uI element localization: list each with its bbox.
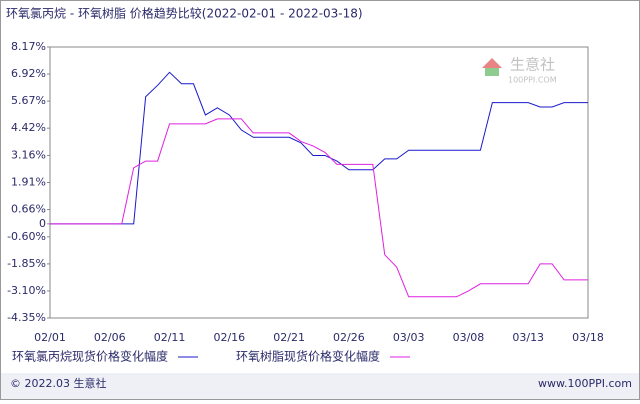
- x-tick-label: 03/08: [453, 331, 485, 344]
- y-tick-label: 8.17%: [11, 40, 46, 53]
- logo: [485, 68, 499, 76]
- x-tick-label: 02/26: [333, 331, 365, 344]
- x-tick-label: 02/21: [273, 331, 305, 344]
- x-tick-label: 02/11: [154, 331, 186, 344]
- y-tick-label: 4.42%: [11, 121, 46, 134]
- y-tick-label: 6.92%: [11, 67, 46, 80]
- footer-left: © 2022.03 生意社: [10, 376, 106, 390]
- logo: [482, 58, 502, 68]
- series-line: [50, 118, 588, 298]
- y-tick-label: -1.85%: [7, 257, 46, 270]
- legend-label: 环氧氯丙烷现货价格变化幅度: [12, 349, 168, 364]
- y-tick-label: 3.16%: [11, 148, 46, 161]
- y-tick-label: 0.66%: [11, 203, 46, 216]
- x-tick-label: 03/18: [572, 331, 604, 344]
- y-tick-label: 1.91%: [11, 176, 46, 189]
- y-tick-label: 5.67%: [11, 94, 46, 107]
- y-tick-label: -3.10%: [7, 284, 46, 297]
- x-tick-label: 02/01: [34, 331, 66, 344]
- x-tick-label: 02/16: [213, 331, 245, 344]
- series-line: [50, 71, 588, 225]
- x-tick-label: 03/03: [393, 331, 425, 344]
- footer-band: [1, 373, 639, 399]
- x-tick-label: 03/13: [512, 331, 544, 344]
- watermark-name: 生意社: [510, 56, 555, 74]
- x-tick-label: 02/06: [94, 331, 126, 344]
- chart-title: 环氧氯丙烷 - 环氧树脂 价格趋势比较(2022-02-01 - 2022-03…: [6, 6, 363, 21]
- y-tick-label: 0: [39, 217, 46, 230]
- watermark: 生意社 100PPI.COM: [482, 56, 557, 85]
- footer-right: www.100PPI.com: [538, 377, 632, 390]
- watermark-site: 100PPI.COM: [508, 76, 557, 85]
- y-tick-label: -4.35%: [7, 311, 46, 324]
- legend-label: 环氧树脂现货价格变化幅度: [236, 349, 380, 364]
- y-tick-label: -0.60%: [7, 230, 46, 243]
